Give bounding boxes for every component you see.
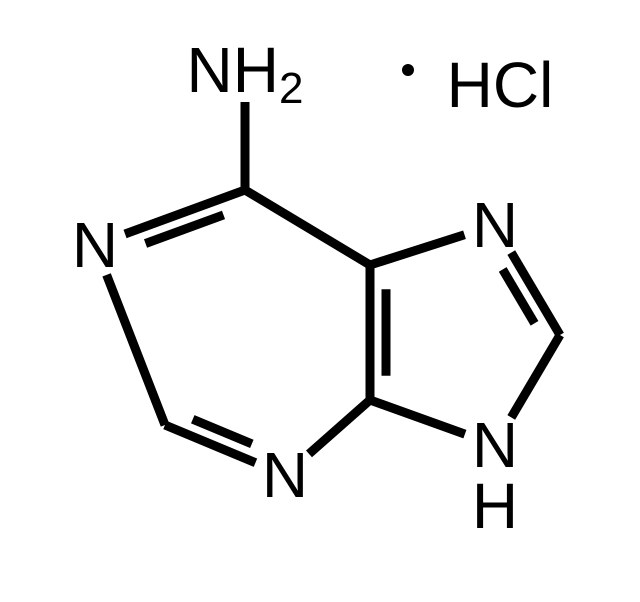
atom-label: N: [72, 209, 118, 281]
atom-label: N: [472, 189, 518, 261]
atom-label: HCl: [447, 49, 554, 121]
atom-h-label: H: [472, 470, 518, 542]
atom-label: N: [262, 439, 308, 511]
